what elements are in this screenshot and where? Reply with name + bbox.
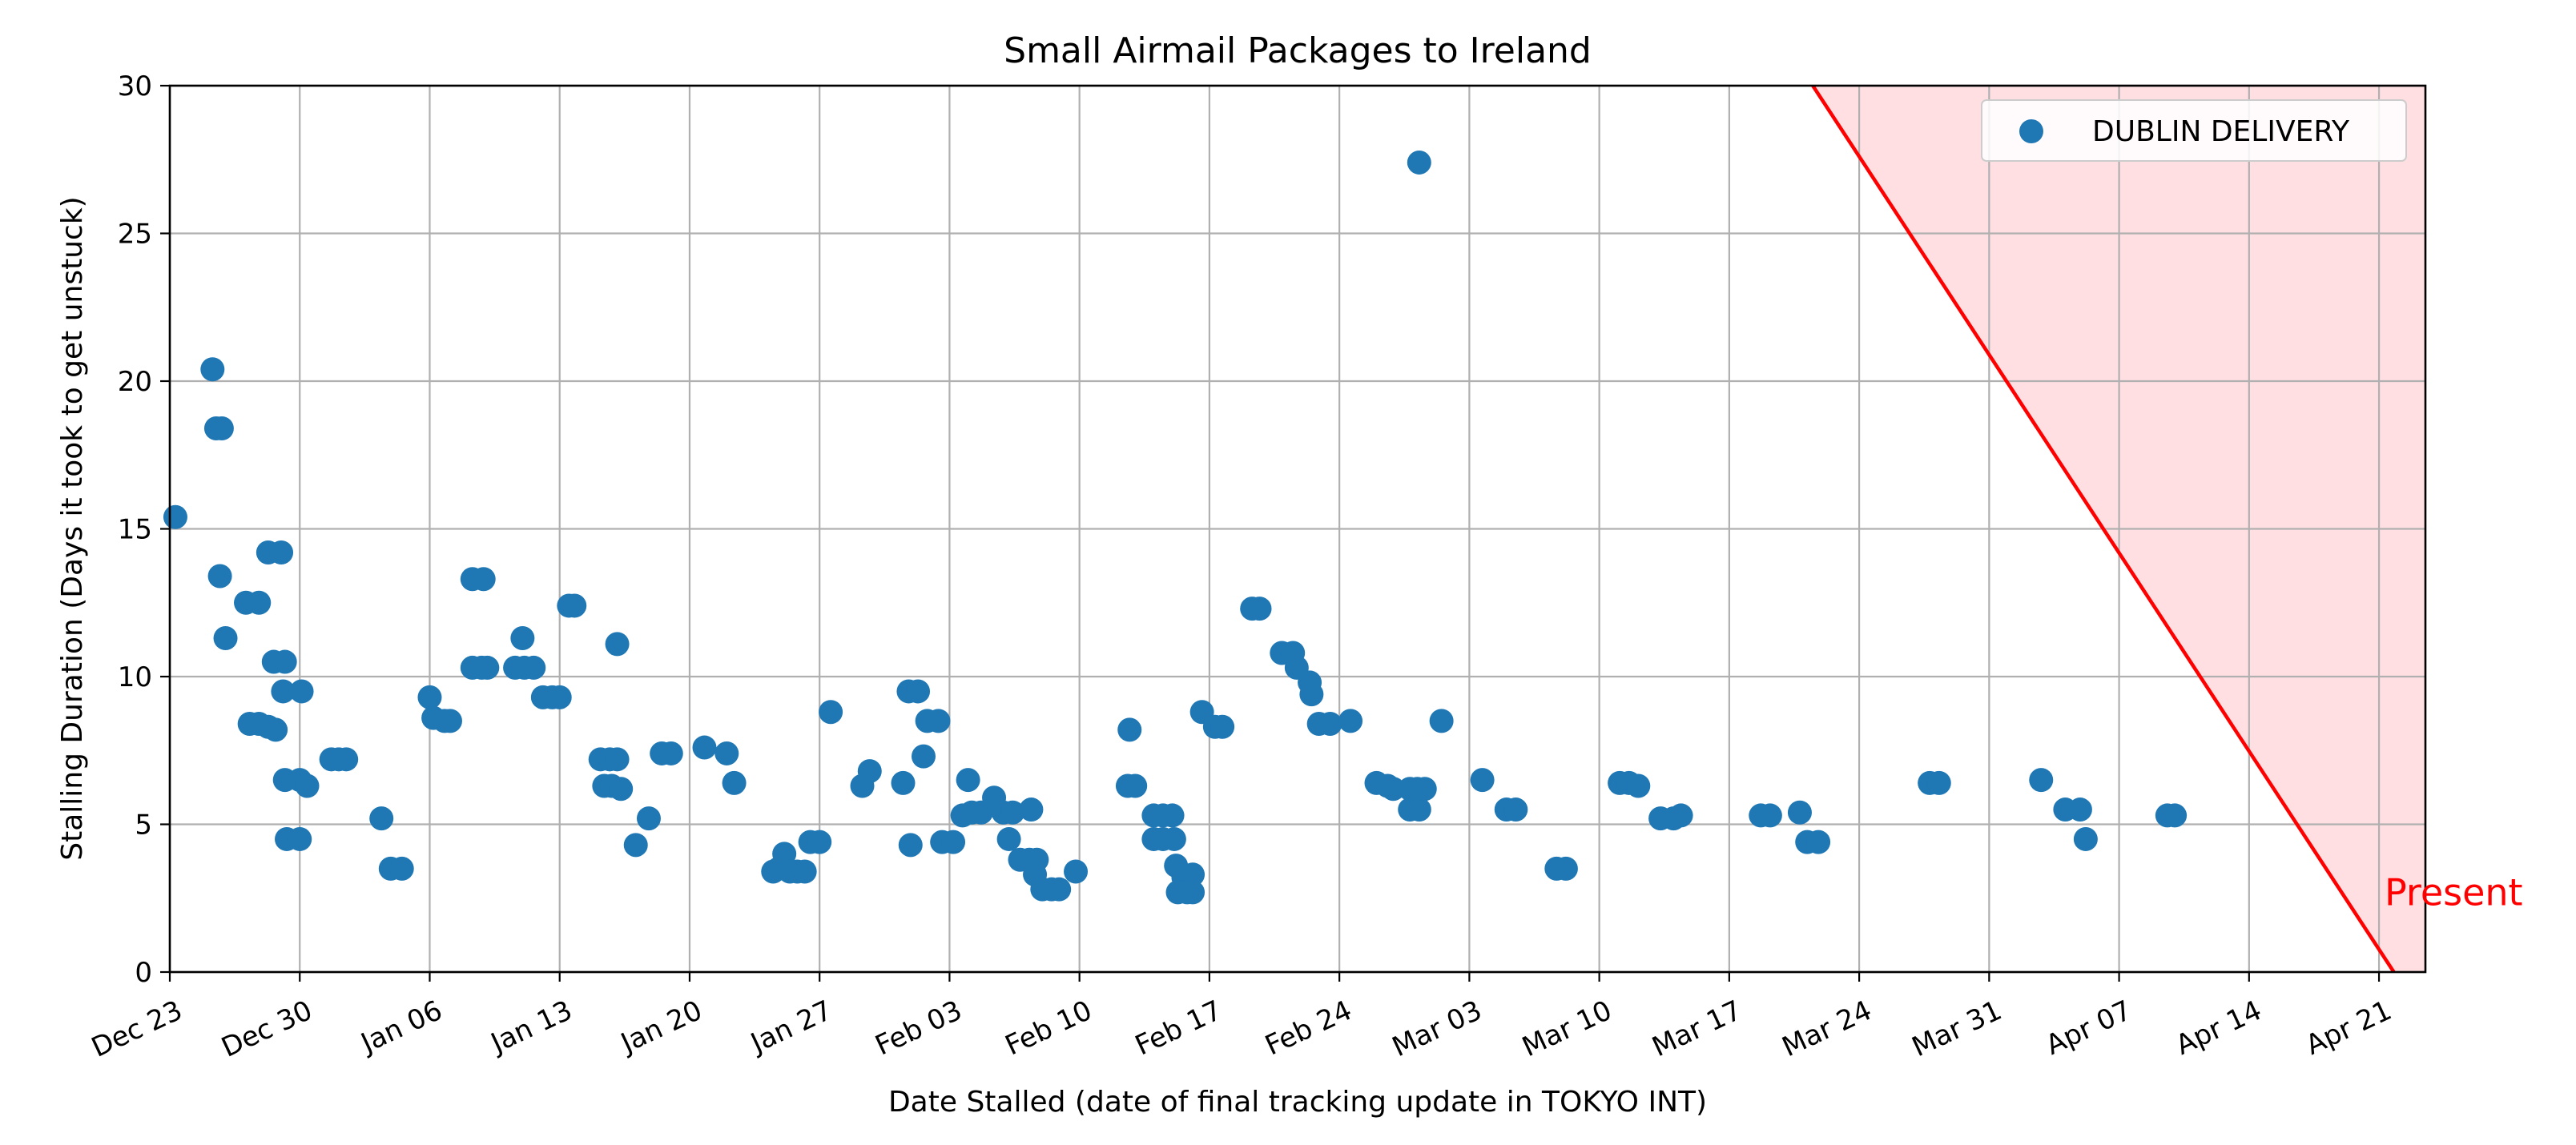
data-point [1757, 803, 1782, 828]
data-point [1553, 856, 1578, 881]
data-point [163, 504, 187, 529]
data-point [941, 830, 966, 854]
data-point [289, 679, 314, 704]
data-point [807, 830, 832, 854]
data-point [1398, 777, 1423, 802]
data-point [334, 747, 359, 772]
data-point [562, 593, 587, 618]
y-tick-label: 10 [118, 661, 152, 693]
data-point [1503, 797, 1528, 822]
data-point [722, 770, 747, 795]
data-point [437, 709, 462, 733]
data-point [1161, 826, 1186, 851]
data-point [200, 357, 225, 382]
data-point [271, 679, 296, 704]
data-point [1926, 770, 1951, 795]
data-point [547, 685, 572, 709]
data-point [857, 759, 882, 784]
data-point [1381, 777, 1406, 802]
legend-marker [2019, 119, 2043, 143]
data-point [636, 806, 661, 831]
data-point [1181, 880, 1205, 905]
data-point [996, 826, 1021, 851]
legend: DUBLIN DELIVERY [1981, 99, 2407, 162]
data-point [1000, 800, 1025, 825]
data-point [2073, 826, 2098, 851]
data-point [906, 679, 931, 704]
data-point [295, 773, 320, 798]
x-axis-label: Date Stalled (date of final tracking upd… [888, 1086, 1707, 1119]
y-tick-label: 25 [118, 219, 152, 251]
data-point [247, 590, 272, 615]
data-point [1247, 597, 1272, 621]
data-point [1210, 714, 1235, 739]
data-point [1787, 800, 1812, 825]
data-point [1626, 773, 1651, 798]
y-tick-label: 30 [118, 70, 152, 102]
data-point [521, 655, 546, 680]
data-point [658, 741, 683, 765]
data-point [609, 777, 634, 802]
data-point [209, 416, 234, 441]
data-point [1299, 682, 1324, 707]
data-point [1407, 150, 1431, 175]
data-point [417, 685, 442, 709]
data-point [1407, 797, 1431, 822]
deadline-line [1811, 84, 2396, 974]
data-point [714, 741, 739, 765]
chart-title: Small Airmail Packages to Ireland [1004, 30, 1592, 71]
data-point [471, 567, 496, 592]
data-point [272, 649, 297, 674]
data-point [1318, 712, 1342, 737]
data-point [1338, 709, 1363, 733]
data-point [956, 768, 980, 793]
data-point [213, 626, 238, 651]
data-point [623, 833, 648, 858]
data-point [1160, 803, 1185, 828]
data-point [605, 632, 630, 657]
data-point [2163, 803, 2188, 828]
data-point [792, 859, 817, 884]
data-point [1064, 859, 1089, 884]
data-point [288, 826, 312, 851]
data-point [605, 747, 630, 772]
legend-entry: DUBLIN DELIVERY [2092, 115, 2350, 148]
data-point [926, 709, 951, 733]
data-point [264, 717, 288, 742]
legend-frame [1981, 99, 2407, 162]
y-tick-label: 15 [118, 514, 152, 546]
data-point [2029, 768, 2054, 793]
data-point [1123, 773, 1148, 798]
data-point [1117, 717, 1142, 742]
data-point [911, 744, 936, 769]
data-point [1429, 709, 1454, 733]
data-point [475, 655, 500, 680]
y-tick-label: 5 [135, 810, 152, 842]
y-tick-label: 20 [118, 366, 152, 398]
data-point [1668, 803, 1693, 828]
data-point [207, 564, 232, 589]
data-point [1806, 830, 1831, 854]
data-point [2067, 797, 2092, 822]
data-point [1019, 797, 1044, 822]
data-point [1470, 768, 1495, 793]
data-point [369, 806, 394, 831]
data-point [819, 700, 843, 725]
data-point [269, 540, 294, 565]
y-axis-label: Stalling Duration (Days it took to get u… [56, 196, 89, 860]
data-point [510, 626, 535, 651]
data-point [692, 735, 717, 760]
data-point [1047, 877, 1072, 902]
present-annotation: Present [2385, 870, 2523, 914]
data-point [389, 856, 414, 881]
y-tick-label: 0 [135, 957, 152, 989]
data-point [898, 833, 923, 858]
data-point [891, 770, 916, 795]
